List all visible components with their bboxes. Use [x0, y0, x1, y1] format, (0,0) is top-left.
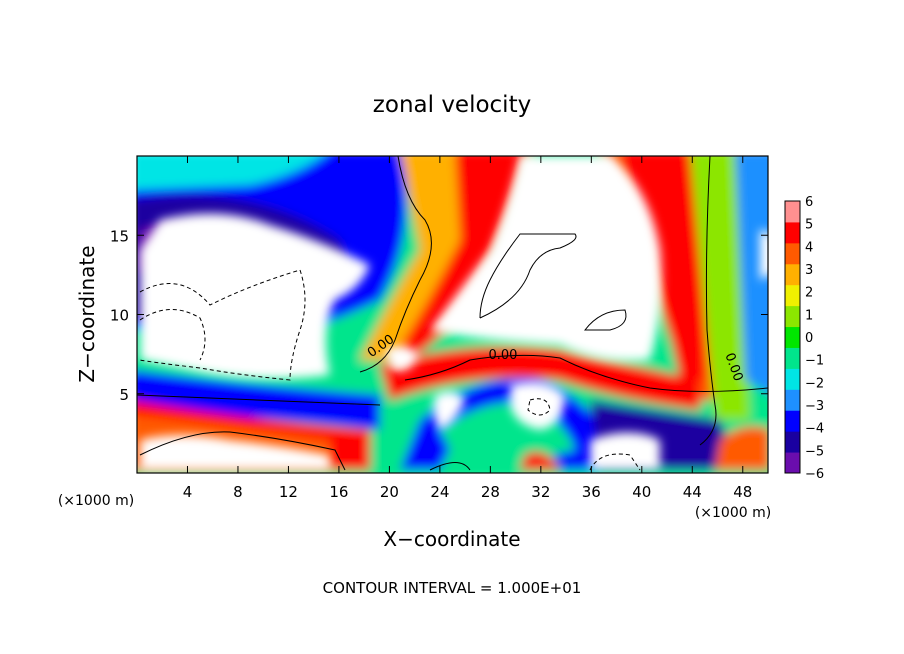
colorbar-tick-label: 6 — [805, 195, 813, 210]
y-tick-label: 5 — [119, 386, 129, 404]
velocity-field — [137, 156, 768, 473]
colorbar-swatch — [785, 431, 800, 453]
colorbar-tick-label: −4 — [805, 422, 824, 437]
colorbar: 6 5 4 3 2 1 0 −1 −2 −3 −4 −5 −6 — [784, 195, 824, 482]
colorbar-swatch — [785, 263, 800, 286]
colorbar-tick-label: 5 — [805, 218, 813, 233]
y-tick-label: 10 — [110, 307, 129, 325]
colorbar-swatch — [785, 242, 800, 265]
x-tick-label: 16 — [329, 483, 348, 501]
x-tick-label: 20 — [380, 483, 399, 501]
colorbar-tick-label: −2 — [805, 376, 824, 391]
x-tick-label: 12 — [279, 483, 298, 501]
colorbar-swatch — [785, 326, 800, 348]
chart-title: zonal velocity — [373, 92, 531, 118]
colorbar-swatch — [785, 284, 800, 307]
colorbar-frame — [784, 200, 801, 474]
x-tick-label: 32 — [531, 483, 550, 501]
colorbar-swatch — [785, 201, 800, 223]
contour-label: 0.00 — [489, 348, 518, 363]
colorbar-swatch — [785, 368, 800, 390]
x-axis-label: X−coordinate — [383, 527, 520, 551]
colorbar-tick-label: 2 — [805, 286, 813, 301]
y-axis-ticks: 5 10 15 — [110, 227, 768, 404]
colorbar-tick-label: 4 — [805, 240, 813, 255]
colorbar-tick-label: −6 — [805, 467, 824, 482]
x-axis-ticks: 4 8 12 16 20 24 28 32 36 40 44 48 — [183, 156, 752, 501]
colorbar-tick-label: −3 — [805, 399, 824, 414]
x-unit-right: (×1000 m) — [695, 505, 771, 521]
y-tick-label: 15 — [110, 227, 129, 245]
colorbar-swatch — [785, 410, 800, 432]
plot-area: 0.00 0.00 0.00 4 8 12 16 20 24 28 32 36 40 44 48 5101… — [110, 155, 769, 501]
x-unit-left: (×1000 m) — [58, 493, 134, 509]
y-axis-label: Z−coordinate — [75, 245, 99, 382]
colorbar-swatch — [785, 305, 800, 328]
x-tick-label: 40 — [632, 483, 651, 501]
colorbar-swatch — [785, 452, 800, 474]
colorbar-tick-label: 0 — [805, 331, 813, 346]
colorbar-tick-label: −1 — [805, 354, 824, 369]
x-tick-label: 24 — [430, 483, 449, 501]
x-tick-label: 48 — [733, 483, 752, 501]
x-tick-label: 28 — [481, 483, 500, 501]
contour-interval-note: CONTOUR INTERVAL = 1.000E+01 — [323, 579, 582, 597]
x-tick-label: 36 — [582, 483, 601, 501]
colorbar-swatch — [785, 221, 800, 244]
contour-lines — [137, 156, 768, 471]
x-tick-label: 8 — [233, 483, 243, 501]
colorbar-swatch — [785, 347, 800, 369]
x-tick-label: 44 — [683, 483, 702, 501]
colorbar-swatch — [785, 389, 800, 411]
colorbar-tick-label: −5 — [805, 444, 824, 459]
colorbar-tick-label: 1 — [805, 308, 813, 323]
colorbar-tick-label: 3 — [805, 263, 813, 278]
x-tick-label: 4 — [183, 483, 193, 501]
